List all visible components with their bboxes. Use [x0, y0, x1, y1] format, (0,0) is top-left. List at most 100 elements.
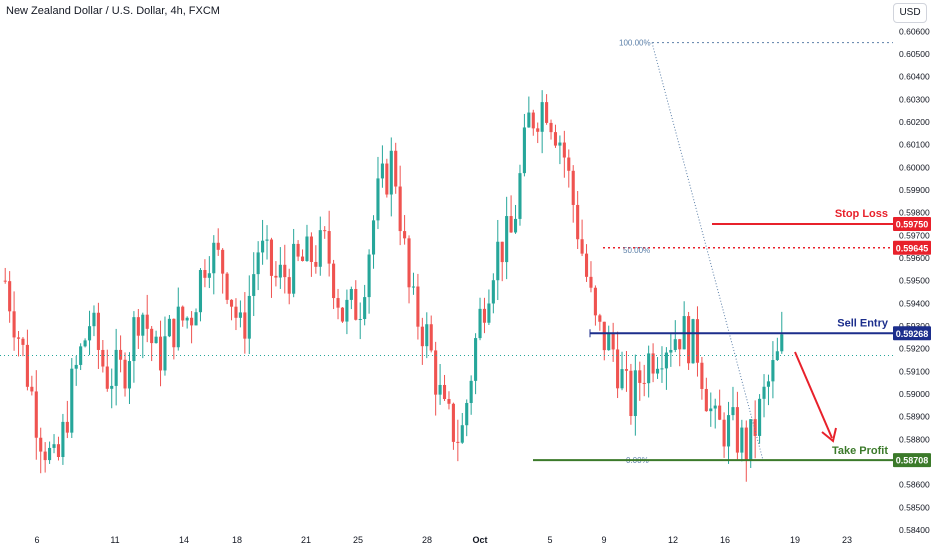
candle-body: [500, 241, 504, 263]
candle-body: [181, 306, 185, 321]
candle-body: [34, 391, 38, 438]
candles: [3, 90, 784, 482]
take-profit-tag: [893, 453, 931, 468]
fib-50-tag: [893, 240, 931, 255]
candle-body: [576, 204, 580, 240]
candle-body: [522, 127, 526, 174]
candle-body: [323, 230, 327, 232]
candle-body: [584, 253, 589, 277]
x-tick-label: 21: [301, 535, 311, 545]
candle-body: [21, 338, 25, 345]
candle-body: [553, 132, 558, 146]
candle-body: [309, 236, 313, 262]
candle-body: [749, 419, 753, 461]
candle-body: [96, 312, 100, 350]
candle-body: [478, 308, 482, 339]
candle-body: [185, 317, 189, 321]
candle-body: [83, 340, 87, 347]
candle-body: [150, 328, 154, 344]
candle-body: [611, 332, 615, 350]
candle-body: [261, 240, 265, 253]
candle-body: [385, 163, 389, 195]
y-tick-label: 0.59100: [899, 366, 930, 376]
time-axis[interactable]: 6 11 14 18 21 25 28 Oct 5 9 12 16 19 23: [34, 535, 852, 545]
candle-body: [558, 142, 562, 146]
stop-loss-price: 0.59750: [896, 220, 929, 230]
y-tick-label: 0.58500: [899, 502, 930, 512]
candle-body: [655, 368, 660, 374]
candle-body: [389, 150, 393, 195]
candle-body: [327, 231, 331, 264]
fib-diagonal: [651, 42, 764, 461]
candle-body: [411, 286, 416, 288]
candle-body: [119, 349, 123, 360]
candle-body: [367, 254, 371, 298]
candle-body: [163, 336, 167, 371]
candle-body: [12, 311, 16, 338]
y-tick-label: 0.59500: [899, 276, 930, 286]
candle-body: [638, 370, 642, 383]
candle-body: [243, 312, 247, 339]
candle-body: [513, 218, 518, 233]
x-tick-label: 18: [232, 535, 242, 545]
candle-body: [678, 339, 682, 350]
candle-body: [3, 280, 7, 282]
candle-body: [48, 447, 52, 461]
candle-body: [487, 303, 491, 323]
candle-body: [141, 314, 145, 336]
candle-body: [336, 298, 340, 308]
candle-body: [545, 102, 549, 123]
currency-button[interactable]: USD: [893, 3, 927, 23]
candle-body: [127, 361, 132, 389]
candle-body: [154, 336, 158, 344]
candle-body: [39, 437, 43, 452]
take-profit-text: Take Profit: [832, 445, 888, 457]
candle-body: [16, 337, 21, 339]
candle-body: [380, 163, 384, 179]
candle-body: [176, 306, 180, 348]
x-tick-label: 14: [179, 535, 189, 545]
candle-body: [354, 289, 358, 320]
candle-body: [376, 178, 380, 221]
candle-body: [442, 384, 447, 400]
x-tick-label: 9: [601, 535, 606, 545]
candle-body: [562, 142, 566, 158]
candle-body: [229, 299, 234, 307]
sell-entry-tag: [893, 326, 931, 341]
candle-body: [700, 362, 704, 389]
y-tick-label: 0.60200: [899, 117, 930, 127]
candle-body: [740, 427, 744, 453]
candle-body: [305, 236, 309, 262]
candle-body: [758, 398, 762, 436]
y-tick-label: 0.60500: [899, 49, 930, 59]
candle-body: [198, 270, 203, 313]
y-tick-label: 0.60000: [899, 162, 930, 172]
y-tick-label: 0.59700: [899, 230, 930, 240]
candle-body: [704, 388, 708, 412]
candle-body: [234, 306, 238, 318]
candle-body: [660, 368, 664, 370]
y-tick-label: 0.58900: [899, 412, 930, 422]
candle-body: [105, 366, 109, 389]
candle-body: [687, 316, 691, 364]
candle-body: [265, 239, 269, 241]
x-tick-label: 25: [353, 535, 363, 545]
candle-body: [43, 451, 47, 461]
y-tick-label: 0.59000: [899, 389, 930, 399]
candle-body: [420, 326, 424, 347]
candle-body: [136, 317, 140, 336]
y-tick-label: 0.59800: [899, 208, 930, 218]
candle-body: [190, 317, 194, 326]
candle-body: [256, 252, 260, 275]
candle-body: [434, 350, 438, 395]
candle-body: [212, 242, 216, 274]
candle-body: [172, 318, 176, 348]
candle-body: [753, 419, 757, 436]
fib-100-label: 100.00%: [619, 39, 651, 48]
candle-body: [292, 243, 296, 294]
candle-body: [602, 321, 606, 351]
candle-body: [780, 334, 784, 352]
